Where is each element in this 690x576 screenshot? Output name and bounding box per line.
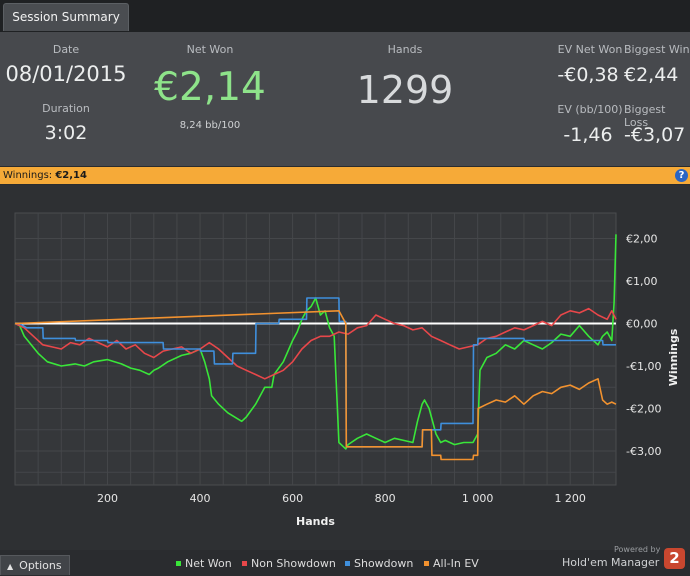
powered-by: Powered by bbox=[614, 545, 661, 554]
duration-value: 3:02 bbox=[44, 122, 88, 144]
x-tick-label: 800 bbox=[375, 492, 396, 505]
brand-name: Hold'em Manager bbox=[562, 556, 660, 569]
tab-bar: Session Summary bbox=[0, 0, 690, 32]
legend-label: Showdown bbox=[354, 557, 414, 570]
winnings-value: €2,14 bbox=[55, 170, 87, 181]
series-line-non-showdown bbox=[14, 307, 617, 380]
series-line-showdown bbox=[15, 297, 616, 448]
legend-label: Non Showdown bbox=[251, 557, 336, 570]
x-tick-label: 600 bbox=[282, 492, 303, 505]
options-label: Options bbox=[19, 559, 62, 572]
x-tick-label: 1 200 bbox=[554, 492, 586, 505]
series-line-all-in-ev bbox=[14, 310, 617, 461]
legend-label: Net Won bbox=[185, 557, 232, 570]
y-tick-label: -€2,00 bbox=[626, 403, 661, 416]
winnings-bar: Winnings: €2,14 ? bbox=[0, 167, 690, 184]
winnings-chart: 200 400 600 800 1 000 1 200 €2,00 €1,00 €0,00 -€1… bbox=[0, 185, 690, 550]
legend-all-in-ev[interactable]: All-In EV bbox=[424, 557, 479, 570]
legend-swatch bbox=[176, 560, 181, 566]
legend-swatch bbox=[242, 560, 247, 566]
legend-net-won[interactable]: Net Won bbox=[176, 557, 232, 570]
options-arrow-icon: ▲ bbox=[7, 562, 14, 571]
duration-label: Duration bbox=[42, 102, 90, 115]
x-tick-label: 400 bbox=[190, 492, 211, 505]
net-won-value: €2,14 bbox=[154, 65, 266, 110]
biggest-win-label: Biggest Win bbox=[624, 43, 690, 56]
x-tick-label: 200 bbox=[97, 492, 118, 505]
ev-net-won-label: EV Net Won bbox=[557, 43, 623, 56]
ev-bb-value: -1,46 bbox=[563, 124, 613, 146]
y-tick-label: €0,00 bbox=[626, 318, 658, 331]
biggest-loss-value: -€3,07 bbox=[624, 124, 686, 146]
legend-label: All-In EV bbox=[433, 557, 479, 570]
bb-per-100: 8,24 bb/100 bbox=[179, 120, 241, 131]
y-tick-label: €2,00 bbox=[626, 233, 658, 246]
winnings-label: Winnings: bbox=[3, 170, 56, 181]
ev-net-won-value: -€0,38 bbox=[557, 64, 619, 86]
ev-bb-label: EV (bb/100) bbox=[557, 103, 623, 116]
tab-session-summary[interactable]: Session Summary bbox=[3, 3, 129, 31]
date-value: 08/01/2015 bbox=[5, 62, 127, 86]
legend-swatch bbox=[345, 560, 350, 566]
stats-panel: Date 08/01/2015 Duration 3:02 Net Won €2… bbox=[0, 32, 690, 166]
y-tick-label: -€3,00 bbox=[626, 445, 661, 458]
y-axis-label: Winnings bbox=[667, 328, 680, 386]
y-tick-label: €1,00 bbox=[626, 275, 658, 288]
help-icon[interactable]: ? bbox=[675, 169, 688, 182]
options-button[interactable]: ▲ Options bbox=[0, 555, 70, 575]
legend-non-showdown[interactable]: Non Showdown bbox=[242, 557, 336, 570]
biggest-win-value: €2,44 bbox=[624, 64, 679, 86]
series-line-net-won bbox=[14, 234, 617, 450]
biggest-loss-label: Biggest Loss bbox=[624, 103, 666, 129]
legend-showdown[interactable]: Showdown bbox=[345, 557, 413, 570]
x-axis-label: Hands bbox=[296, 515, 335, 528]
x-tick-label: 1 000 bbox=[462, 492, 494, 505]
hem2-logo-icon: 2 bbox=[664, 548, 685, 569]
net-won-label: Net Won bbox=[186, 43, 234, 56]
y-tick-label: -€1,00 bbox=[626, 360, 661, 373]
chart-svg: 200 400 600 800 1 000 1 200 €2,00 €1,00 €0,00 -€1… bbox=[14, 212, 680, 528]
date-label: Date bbox=[52, 43, 80, 56]
legend-swatch bbox=[424, 560, 429, 566]
hands-label: Hands bbox=[387, 43, 423, 56]
hands-value: 1299 bbox=[356, 68, 454, 112]
